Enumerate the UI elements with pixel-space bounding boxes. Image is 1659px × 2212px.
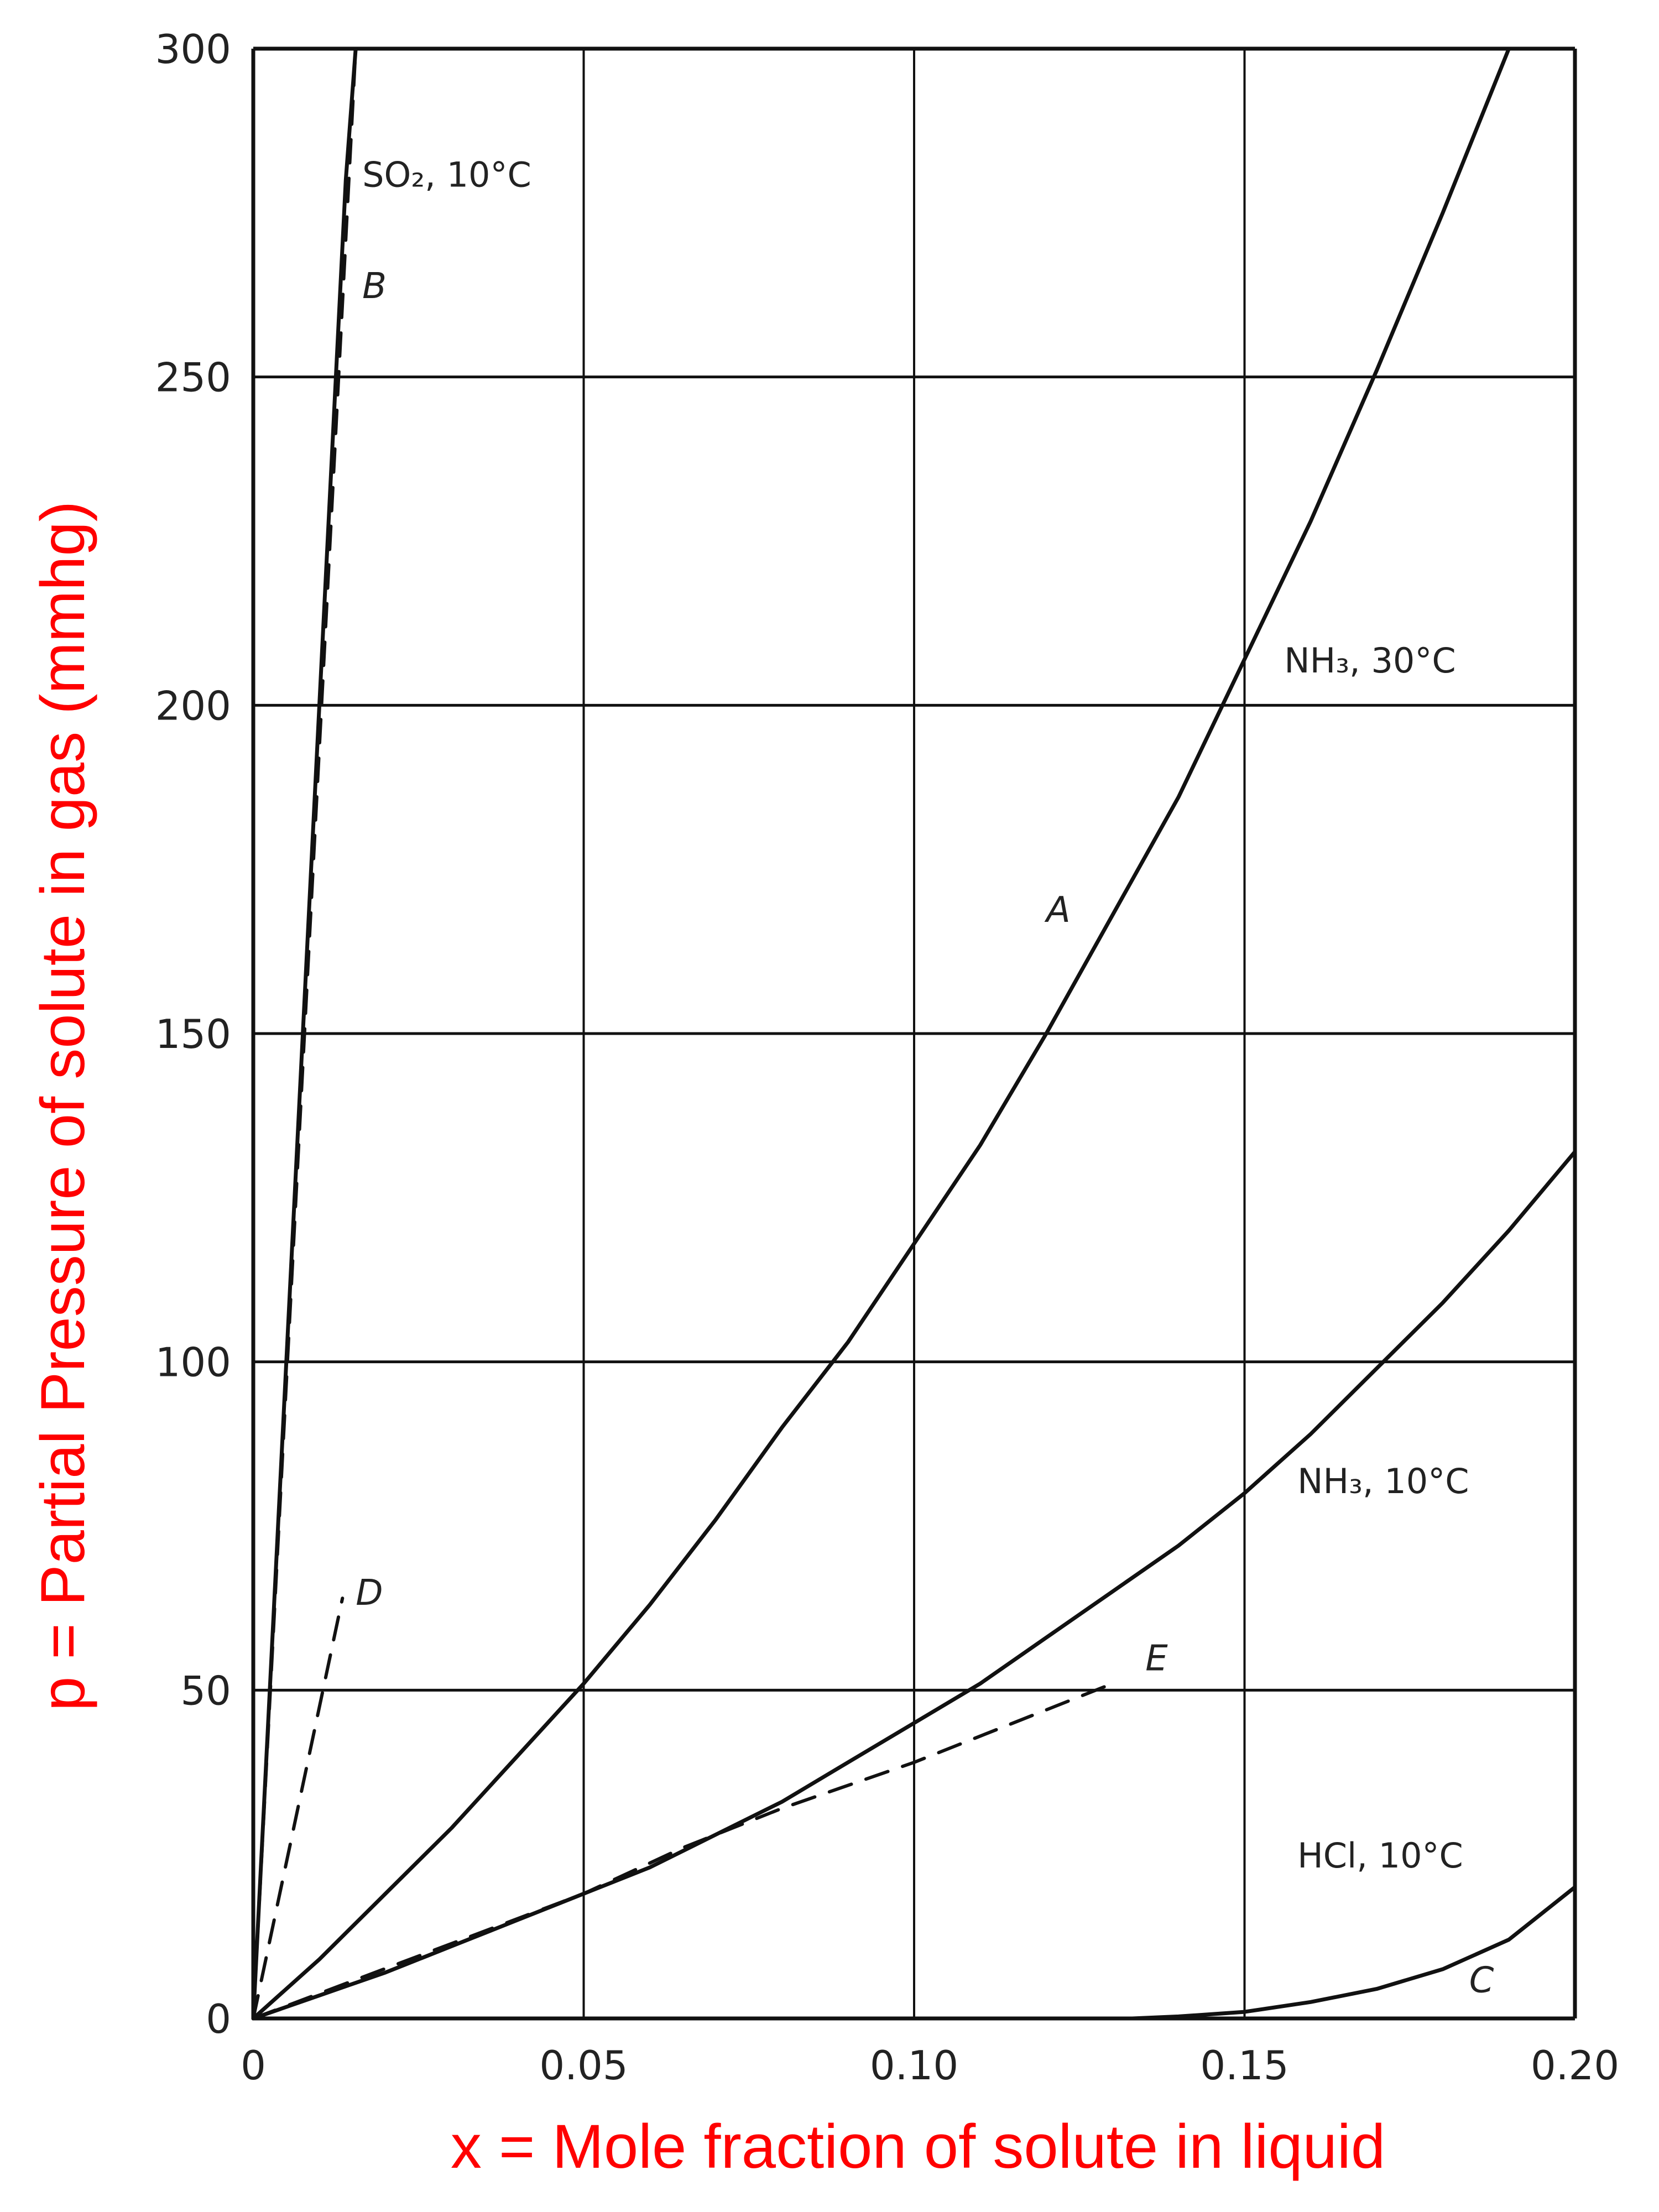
grid (251, 46, 1577, 2021)
y-tick-label: 100 (155, 1339, 231, 1386)
series-curves (251, 46, 1577, 2021)
y-tick-label: 50 (180, 1667, 231, 1714)
curve-labels: SO₂, 10°C NH₃, 30°C NH₃, 10°C HCl, 10°C B A C D… (356, 154, 1494, 2001)
curve-letter-label: D (356, 1573, 383, 1614)
x-tick-label: 0.20 (1531, 2042, 1619, 2089)
series-line-1 (252, 47, 358, 2020)
y-tick-label: 300 (155, 26, 231, 72)
x-tick-label: 0.10 (870, 2042, 958, 2089)
x-tick-label: 0.05 (539, 2042, 628, 2089)
curve-name-label: NH₃, 30°C (1284, 640, 1455, 681)
series-line-2 (251, 46, 1511, 2021)
curve-name-label: NH₃, 10°C (1297, 1461, 1469, 1501)
curve-letter-label: A (1044, 890, 1071, 931)
y-tick-label: 250 (155, 354, 231, 401)
series-line-6 (252, 1682, 1114, 2020)
curve-letter-label: B (362, 266, 387, 307)
y-axis-title: p = Partial Pressure of solute in gas (m… (28, 501, 97, 1711)
y-tick-label: 150 (155, 1011, 231, 1057)
curve-letter-label: E (1145, 1639, 1168, 1679)
curve-name-label: HCl, 10°C (1297, 1835, 1463, 1876)
y-tick-label: 0 (206, 1996, 231, 2042)
y-tick-label: 200 (155, 682, 231, 729)
tick-labels: 0 0.05 0.10 0.15 0.20 0 50 100 150 200 250 300 (155, 26, 1620, 2089)
x-tick-label: 0.15 (1200, 2042, 1288, 2089)
series-line-4 (1130, 1885, 1577, 2021)
curve-letter-label: C (1469, 1960, 1494, 2001)
x-tick-label: 0 (241, 2042, 266, 2089)
series-line-3 (251, 1150, 1577, 2021)
series-line-5 (252, 1597, 345, 2020)
curve-name-label: SO₂, 10°C (362, 154, 531, 195)
x-axis-title: x = Mole fraction of solute in liquid (451, 2112, 1385, 2181)
